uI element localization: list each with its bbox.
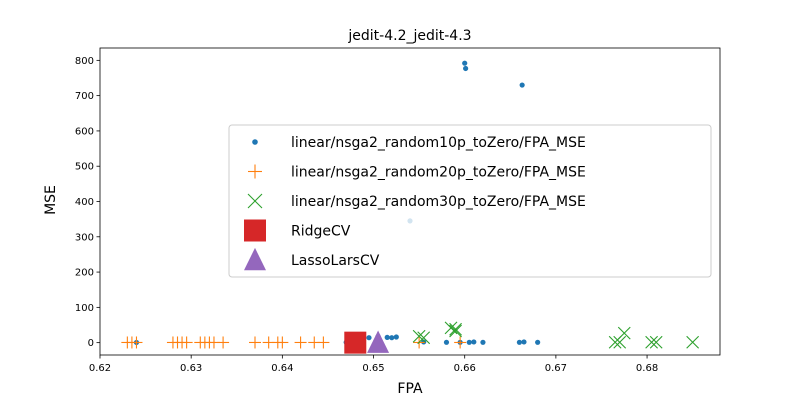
- x-stroke-b: [247, 193, 263, 209]
- chart-title: jedit-4.2_jedit-4.3: [347, 28, 471, 44]
- x-tick-label: 0.63: [180, 363, 202, 374]
- data-point: [449, 322, 462, 336]
- series-5: [367, 330, 390, 353]
- x-stroke-b: [444, 321, 458, 335]
- x-tick-label: 0.64: [271, 363, 293, 374]
- x-tick-label: 0.67: [545, 363, 567, 374]
- legend-label: linear/nsga2_random30p_toZero/FPA_MSE: [291, 194, 586, 210]
- data-point: [317, 336, 330, 349]
- x-axis-label: FPA: [397, 381, 423, 397]
- data-point: [471, 339, 477, 345]
- data-point: [645, 335, 659, 349]
- legend-marker: [244, 219, 266, 242]
- data-point: [130, 336, 143, 349]
- x-stroke-b: [449, 322, 462, 336]
- data-point: [480, 339, 486, 345]
- data-point: [649, 335, 663, 349]
- legend: linear/nsga2_random10p_toZero/FPA_MSElin…: [228, 124, 712, 278]
- x-stroke-b: [645, 335, 659, 349]
- data-point: [454, 336, 467, 349]
- y-tick-label: 0: [88, 338, 94, 349]
- legend-marker: [244, 247, 266, 271]
- y-tick-label: 500: [75, 162, 94, 173]
- axes: 0.62 0.63 0.64 0.65 0.66 0.67 0.68 0 100 200 300 40…: [75, 47, 721, 374]
- data-point: [463, 65, 469, 72]
- legend-marker: [247, 193, 263, 209]
- data-point: [535, 339, 541, 345]
- data-point: [294, 336, 307, 349]
- data-point: [249, 336, 261, 349]
- data-point: [449, 324, 462, 338]
- y-tick-label: 600: [75, 126, 94, 137]
- data-point: [617, 326, 631, 340]
- x-stroke-b: [412, 329, 426, 343]
- data-point: [613, 335, 627, 349]
- data-point: [466, 339, 472, 345]
- legend-label: RidgeCV: [291, 224, 351, 240]
- data-point: [686, 335, 700, 349]
- y-tick-label: 800: [75, 56, 94, 67]
- y-tick-label: 300: [75, 232, 94, 243]
- data-point: [276, 336, 289, 349]
- x-tick-label: 0.62: [89, 363, 111, 374]
- legend-label: linear/nsga2_random10p_toZero/FPA_MSE: [291, 135, 586, 151]
- x-stroke-b: [649, 335, 663, 349]
- data-point: [384, 334, 390, 340]
- x-tick-label: 0.65: [362, 363, 384, 374]
- legend-marker: [252, 139, 258, 145]
- data-point: [443, 339, 450, 345]
- data-point: [344, 331, 367, 354]
- data-point: [516, 339, 523, 345]
- series-3: [412, 321, 700, 349]
- series-4: [344, 331, 367, 354]
- legend-label: LassoLarsCV: [291, 253, 380, 269]
- data-point: [389, 335, 395, 341]
- x-tick-label: 0.66: [454, 363, 476, 374]
- data-point: [180, 336, 193, 349]
- data-point: [366, 335, 372, 341]
- y-axis-label: MSE: [43, 185, 59, 215]
- data-point: [521, 339, 527, 345]
- data-point: [393, 334, 399, 340]
- y-tick-label: 100: [75, 303, 94, 314]
- y-tick-label: 400: [75, 197, 94, 208]
- data-point: [217, 336, 230, 349]
- data-point: [462, 60, 468, 66]
- x-stroke-b: [686, 335, 700, 349]
- x-tick-label: 0.68: [636, 363, 658, 374]
- y-tick-label: 700: [75, 91, 94, 102]
- x-stroke-b: [417, 331, 431, 345]
- legend-box: [228, 124, 712, 278]
- series-2: [121, 336, 467, 349]
- legend-label: linear/nsga2_random20p_toZero/FPA_MSE: [291, 165, 586, 181]
- y-tick-label: 200: [75, 268, 94, 279]
- data-point: [412, 329, 426, 343]
- data-point: [417, 331, 431, 345]
- x-stroke-b: [617, 326, 631, 340]
- x-stroke-b: [613, 335, 627, 349]
- data-point: [519, 82, 525, 88]
- legend-marker: [248, 164, 262, 179]
- data-point: [367, 330, 390, 353]
- x-stroke-b: [449, 324, 462, 338]
